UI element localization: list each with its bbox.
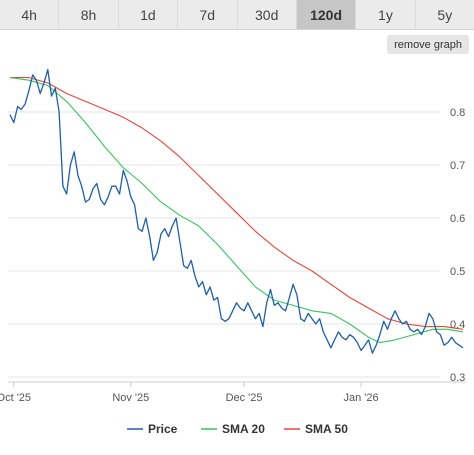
x-tick-label: Dec '25 xyxy=(226,392,263,404)
y-tick-label: 0.6 xyxy=(450,213,465,225)
range-button-4h[interactable]: 4h xyxy=(0,0,60,29)
series-line-sma-50 xyxy=(10,77,464,330)
range-button-1d[interactable]: 1d xyxy=(119,0,179,29)
range-button-7d[interactable]: 7d xyxy=(178,0,238,29)
x-tick-label: Oct '25 xyxy=(0,392,31,404)
legend-label: Price xyxy=(148,422,178,436)
range-button-8h[interactable]: 8h xyxy=(59,0,119,29)
legend-item-price[interactable]: Price xyxy=(127,422,178,436)
range-button-1y[interactable]: 1y xyxy=(356,0,416,29)
range-button-30d[interactable]: 30d xyxy=(238,0,297,29)
x-tick-label: Nov '25 xyxy=(112,392,149,404)
range-button-120d[interactable]: 120d xyxy=(296,0,357,29)
y-tick-label: 0.8 xyxy=(450,107,465,119)
range-button-5y[interactable]: 5y xyxy=(437,6,453,23)
series-line-sma-20 xyxy=(9,77,464,344)
x-tick-label: Jan '26 xyxy=(344,392,379,404)
remove-graph-button[interactable]: remove graph xyxy=(387,35,469,54)
legend-label: SMA 20 xyxy=(222,422,265,436)
time-range-bar: 4h 8h 1d 7d 30d 120d 1y 5y xyxy=(0,0,474,30)
y-tick-label: 0.7 xyxy=(450,160,465,172)
series-line-price xyxy=(9,68,464,354)
y-tick-label: 0.5 xyxy=(450,266,465,278)
legend-item-sma-50[interactable]: SMA 50 xyxy=(284,422,348,436)
legend-item-sma-20[interactable]: SMA 20 xyxy=(201,422,265,436)
legend-label: SMA 50 xyxy=(305,422,348,436)
y-tick-label: 0.3 xyxy=(450,372,465,384)
